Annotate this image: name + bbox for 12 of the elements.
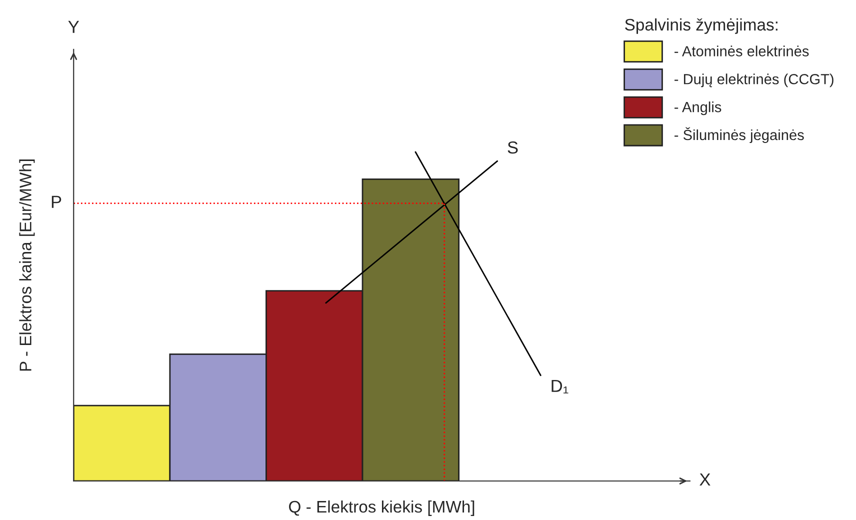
legend-label: - Dujų elektrinės (CCGT)	[674, 74, 834, 88]
y-axis-title: P - Elektros kaina [Eur/MWh]	[19, 160, 35, 371]
legend-label: - Atominės elektrinės	[674, 46, 809, 56]
legend-label: - Šiluminės jėgainės	[674, 127, 804, 144]
legend-title: Spalvinis žymėjimas:	[625, 18, 778, 34]
legend-label: - Anglis	[674, 102, 722, 116]
ref-line-label: P	[52, 196, 62, 208]
text: S	[508, 141, 518, 154]
text: Y	[68, 20, 80, 33]
x-axis-title: Q - Elektros kiekis [MWh]	[289, 500, 474, 516]
text: X	[700, 474, 710, 486]
text: D₁	[552, 380, 568, 394]
